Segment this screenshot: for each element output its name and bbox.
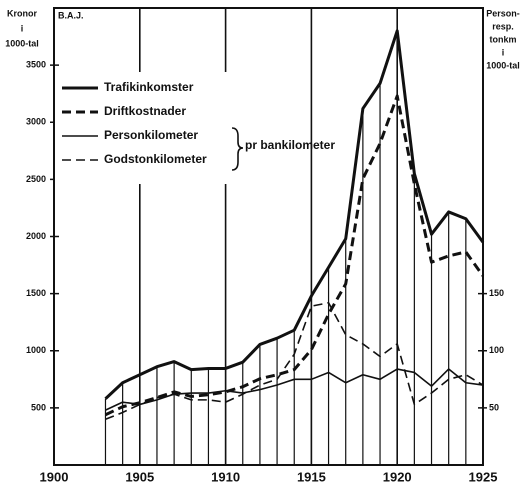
series-line: [104, 94, 485, 417]
y-tick-label: 2000: [26, 231, 46, 241]
x-tick-label: 1910: [211, 469, 240, 484]
x-tick-label: 1915: [297, 469, 326, 484]
y2-axis-label: tonkm: [490, 34, 517, 44]
y2-axis-label: i: [502, 47, 505, 57]
y-axis-label: i: [21, 23, 24, 33]
y2-tick-label: 50: [489, 402, 499, 412]
y-tick-label: 1000: [26, 345, 46, 355]
y-tick-label: 2500: [26, 174, 46, 184]
legend-box: [55, 72, 240, 184]
series-line: [104, 29, 485, 400]
legend-label: Godstonkilometer: [104, 152, 207, 166]
x-tick-label: 1900: [40, 469, 69, 484]
y-tick-label: 3500: [26, 60, 46, 70]
chart-title: B.A.J.: [58, 10, 84, 20]
x-tick-label: 1925: [469, 469, 498, 484]
x-tick-label: 1905: [125, 469, 154, 484]
y-axis-label: Kronor: [7, 8, 37, 18]
y-tick-label: 3000: [26, 117, 46, 127]
x-tick-label: 1920: [383, 469, 412, 484]
y2-axis-label: Person-: [486, 8, 520, 18]
y-axis-label: 1000-tal: [5, 38, 39, 48]
legend-brace: [231, 127, 244, 171]
series-line: [105, 301, 484, 421]
y-tick-label: 500: [31, 402, 46, 412]
legend-label: Personkilometer: [104, 128, 198, 142]
group-label: pr bankilometer: [245, 138, 335, 152]
legend-label: Driftkostnader: [104, 104, 186, 118]
y2-axis-label: 1000-tal: [486, 60, 520, 70]
y2-axis-label: resp.: [492, 21, 514, 31]
legend-label: Trafikinkomster: [104, 80, 194, 94]
y2-tick-label: 100: [489, 345, 504, 355]
y2-tick-label: 150: [489, 288, 504, 298]
y-tick-label: 1500: [26, 288, 46, 298]
series-line: [105, 368, 484, 411]
